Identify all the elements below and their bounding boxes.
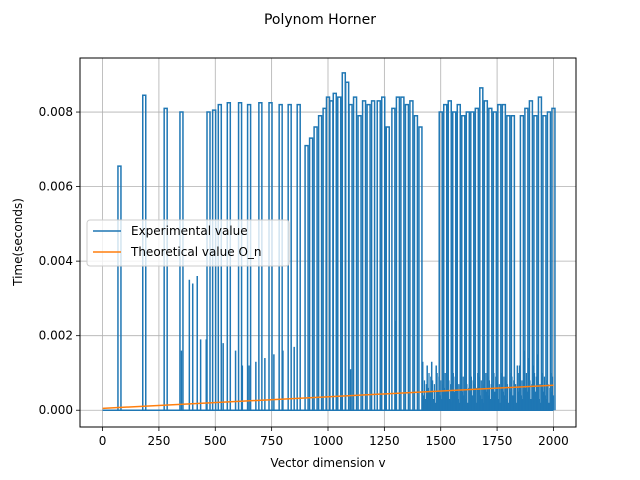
experimental-spike — [348, 103, 353, 411]
experimental-spike — [528, 100, 534, 411]
x-tick-label: 0 — [99, 434, 107, 448]
y-tick-label: 0.006 — [39, 180, 73, 194]
experimental-spike — [519, 115, 525, 411]
legend-label-experimental: Experimental value — [131, 224, 248, 238]
experimental-spike — [470, 111, 475, 411]
experimental-spike — [465, 111, 471, 411]
chart-title: Polynom Horner — [264, 12, 376, 28]
experimental-spike — [418, 126, 423, 411]
experimental-spike — [479, 87, 484, 411]
experimental-spike — [537, 96, 543, 411]
experimental-spike — [400, 96, 405, 411]
y-axis-label: Time(seconds) — [11, 198, 25, 287]
experimental-spike — [413, 115, 419, 411]
x-tick-label: 250 — [147, 434, 170, 448]
experimental-spike — [483, 100, 489, 411]
legend-box — [86, 219, 290, 267]
experimental-spike — [474, 107, 480, 411]
experimental-spike — [452, 111, 457, 411]
experimental-spike — [385, 126, 390, 411]
x-tick-label: 1500 — [425, 434, 456, 448]
experimental-spike — [461, 115, 466, 411]
experimental-spike — [542, 115, 547, 411]
experimental-spike — [357, 115, 362, 411]
theoretical-line — [102, 384, 554, 410]
x-axis-label: Vector dimension v — [270, 456, 385, 470]
experimental-spike — [117, 165, 122, 411]
experimental-spike — [456, 103, 462, 411]
experimental-spike — [308, 137, 314, 411]
experimental-spike — [376, 100, 381, 411]
y-tick-label: 0.008 — [39, 105, 73, 119]
experimental-spike — [488, 107, 493, 411]
experimental-spike — [546, 111, 552, 411]
experimental-spike — [524, 107, 529, 411]
legend: Experimental value Theoretical value O_n — [86, 219, 290, 267]
experimental-spike — [361, 100, 367, 411]
experimental-spike — [332, 92, 338, 411]
experimental-spike — [352, 96, 358, 411]
experimental-spike — [447, 100, 452, 411]
experimental-spike — [296, 103, 301, 411]
x-tick-label: 1750 — [482, 434, 513, 448]
experimental-spike — [438, 111, 443, 411]
experimental-spike — [533, 115, 538, 411]
experimental-spike — [380, 96, 386, 411]
experimental-spike — [492, 111, 498, 411]
experimental-spike — [370, 100, 376, 411]
experimental-spike — [391, 107, 396, 411]
experimental-spike — [497, 103, 502, 411]
x-tick-label: 1250 — [369, 434, 400, 448]
x-tick-label: 500 — [204, 434, 227, 448]
legend-label-theoretical: Theoretical value O_n — [130, 245, 262, 259]
experimental-spike — [510, 115, 516, 411]
experimental-spike — [501, 103, 507, 411]
x-tick-label: 750 — [260, 434, 283, 448]
x-tick-label: 2000 — [538, 434, 569, 448]
y-tick-label: 0.000 — [39, 403, 73, 417]
experimental-spike — [366, 103, 371, 411]
experimental-spike — [506, 115, 511, 411]
x-tick-label: 1000 — [313, 434, 344, 448]
ticks: 0 250 500 750 1000 1250 1500 1750 2000 0.000 0.002… — [39, 105, 569, 448]
experimental-spike — [551, 107, 556, 411]
experimental-spike — [409, 100, 414, 411]
experimental-spike — [404, 103, 410, 411]
experimental-spike — [313, 126, 318, 411]
y-tick-label: 0.002 — [39, 329, 73, 343]
y-tick-label: 0.004 — [39, 254, 73, 268]
experimental-spike — [304, 144, 309, 411]
experimental-spike — [337, 96, 342, 411]
experimental-spike — [395, 96, 401, 411]
experimental-spike — [442, 103, 448, 411]
experimental-spike — [317, 115, 323, 411]
